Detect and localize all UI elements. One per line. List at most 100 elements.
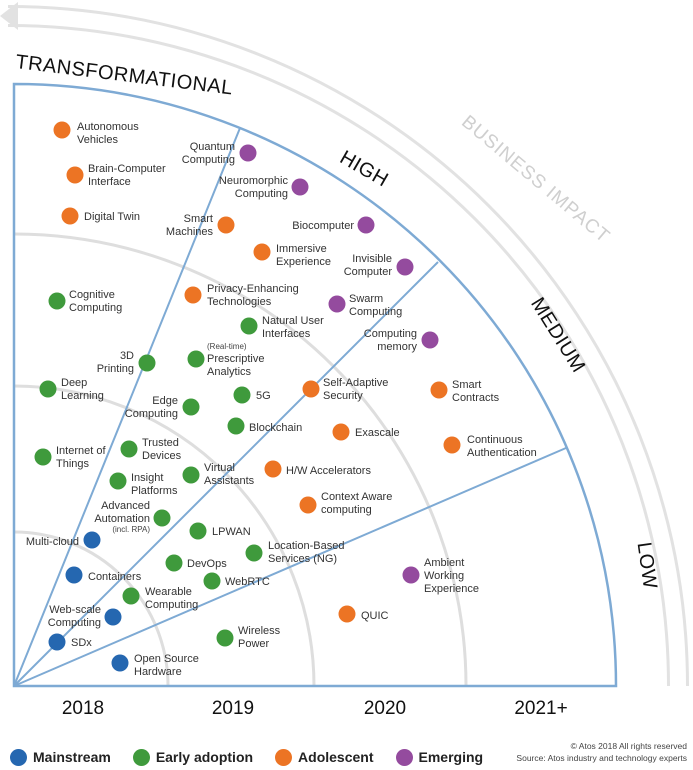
tech-item-containers: Containers [65, 566, 142, 584]
tech-item-location-based-services-ng: Location-Based Services (NG) [245, 540, 344, 565]
tech-dot-blockchain [227, 417, 245, 435]
tech-item-autonomous-vehicles: Autonomous Vehicles [53, 121, 139, 146]
tech-dot-cognitive-computing [48, 292, 66, 310]
tech-dot-quic [338, 605, 356, 623]
tech-item-cognitive-computing: Cognitive Computing [48, 289, 122, 314]
tech-dot-multi-cloud [83, 531, 101, 549]
mainstream-dot-icon [10, 748, 27, 766]
tech-label-3d-printing: 3D Printing [97, 350, 134, 375]
tech-dot-lpwan [189, 522, 207, 540]
tech-dot-privacy-enhancing-technologies [184, 286, 202, 304]
tech-dot-edge-computing [182, 398, 200, 416]
tech-item-quic: QUIC [338, 605, 389, 623]
tech-label-advanced-automation: Advanced Automation [94, 500, 150, 525]
tech-item-lpwan: LPWAN [189, 522, 251, 540]
tech-label-smart-contracts: Smart Contracts [452, 379, 500, 404]
legend-label-early-adoption: Early adoption [155, 749, 254, 765]
legend-item-emerging: Emerging [395, 748, 484, 766]
tech-label-prescriptive-analytics: Prescriptive Analytics [207, 353, 264, 378]
tech-dot-context-aware-computing [299, 496, 317, 514]
tech-label-h-w-accelerators: H/W Accelerators [286, 465, 371, 477]
tech-item-smart-machines: Smart Machines [166, 213, 235, 238]
tech-dot-computing-memory [421, 331, 439, 349]
technology-nodes: Autonomous Vehicles Brain-Computer Interfac… [26, 121, 537, 678]
tech-label-webrtc: WebRTC [225, 576, 270, 588]
tech-item-self-adaptive-security: Self-Adaptive Security [302, 377, 388, 402]
tech-label-real-time: (Real-time) [207, 342, 247, 351]
tech-item-ambient-working-experience: Ambient Working Experience [402, 557, 479, 595]
tech-item-5g: 5G [233, 386, 271, 404]
tech-item-biocomputer: Biocomputer [292, 216, 375, 234]
tech-dot-biocomputer [357, 216, 375, 234]
legend-label-mainstream: Mainstream [33, 749, 111, 765]
tech-dot-trusted-devices [120, 440, 138, 458]
tech-dot-smart-contracts [430, 381, 448, 399]
tech-item-neuromorphic-computing: Neuromorphic Computing [219, 175, 309, 200]
tech-label-open-source-hardware: Open Source Hardware [134, 653, 199, 678]
tech-item-wearable-computing: Wearable Computing [122, 586, 198, 611]
tech-item-multi-cloud: Multi-cloud [26, 531, 101, 549]
year-label-2019: 2019 [212, 698, 254, 719]
tech-dot-ambient-working-experience [402, 566, 420, 584]
tech-dot-open-source-hardware [111, 654, 129, 672]
tech-item-prescriptive-analytics: Prescriptive Analytics [187, 350, 264, 378]
tech-item-privacy-enhancing-technologies: Privacy-Enhancing Technologies [184, 283, 299, 308]
tech-label-biocomputer: Biocomputer [292, 220, 354, 232]
tech-label-immersive-experience: Immersive Experience [276, 243, 331, 268]
tech-label-natural-user-interfaces: Natural User Interfaces [262, 315, 324, 340]
tech-item-deep-learning: Deep Learning [39, 377, 104, 402]
tech-dot-smart-machines [217, 216, 235, 234]
tech-item-brain-computer-interface: Brain-Computer Interface [66, 163, 166, 188]
tech-label-trusted-devices: Trusted Devices [142, 437, 182, 462]
tech-label-brain-computer-interface: Brain-Computer Interface [88, 163, 166, 188]
tech-dot-sdx [48, 633, 66, 651]
tech-item-open-source-hardware: Open Source Hardware [111, 653, 199, 678]
tech-dot-insight-platforms [109, 472, 127, 490]
tech-dot-web-scale-computing [104, 608, 122, 626]
tech-dot-internet-of-things [34, 448, 52, 466]
tech-dot-wireless-power [216, 629, 234, 647]
tech-item-advanced-automation: Advanced Automation [94, 500, 171, 527]
tech-label-privacy-enhancing-technologies: Privacy-Enhancing Technologies [207, 283, 299, 308]
legend-label-adolescent: Adolescent [298, 749, 374, 765]
tech-label-continuous-authentication: Continuous Authentication [467, 434, 537, 459]
tech-dot-virtual-assistants [182, 466, 200, 484]
tech-item-smart-contracts: Smart Contracts [430, 379, 500, 404]
tech-dot-location-based-services-ng [245, 544, 263, 562]
legend-label-emerging: Emerging [418, 749, 484, 765]
tech-item-swarm-computing: Swarm Computing [328, 293, 402, 318]
tech-item-exascale: Exascale [332, 423, 400, 441]
tech-label-insight-platforms: Insight Platforms [131, 472, 178, 497]
tech-dot-devops [165, 554, 183, 572]
tech-dot-exascale [332, 423, 350, 441]
tech-item-incl-rpa: (incl. RPA) [112, 525, 150, 534]
copyright-text: © Atos 2018 All rights reserved [570, 741, 687, 751]
tech-dot-3d-printing [138, 354, 156, 372]
adolescent-dot-icon [275, 748, 293, 766]
business-impact-arc [0, 2, 689, 687]
tech-item-insight-platforms: Insight Platforms [109, 472, 178, 497]
tech-label-deep-learning: Deep Learning [61, 377, 104, 402]
tech-item-digital-twin: Digital Twin [61, 207, 140, 225]
tech-item-continuous-authentication: Continuous Authentication [443, 434, 537, 459]
tech-dot-5g [233, 386, 251, 404]
tech-dot-digital-twin [61, 207, 79, 225]
tech-item-virtual-assistants: Virtual Assistants [182, 462, 255, 487]
year-label-2021-plus: 2021+ [514, 698, 567, 719]
tech-label-5g: 5G [256, 390, 271, 402]
tech-label-wearable-computing: Wearable Computing [145, 586, 198, 611]
tech-dot-quantum-computing [239, 144, 257, 162]
tech-dot-h-w-accelerators [264, 460, 282, 478]
footer: © Atos 2018 All rights reserved Source: … [516, 740, 687, 764]
tech-item-wireless-power: Wireless Power [216, 625, 281, 650]
legend-item-adolescent: Adolescent [275, 748, 374, 766]
tech-item-real-time: (Real-time) [207, 342, 247, 351]
sector-line-medium-low [13, 447, 567, 687]
tech-label-digital-twin: Digital Twin [84, 211, 140, 223]
tech-label-context-aware-computing: Context Aware computing [321, 491, 392, 516]
tech-label-cognitive-computing: Cognitive Computing [69, 289, 122, 314]
business-impact-label: BUSINESS IMPACT [457, 112, 614, 248]
tech-item-invisible-computer: Invisible Computer [344, 253, 414, 278]
tech-dot-containers [65, 566, 83, 584]
tech-label-containers: Containers [88, 571, 142, 583]
